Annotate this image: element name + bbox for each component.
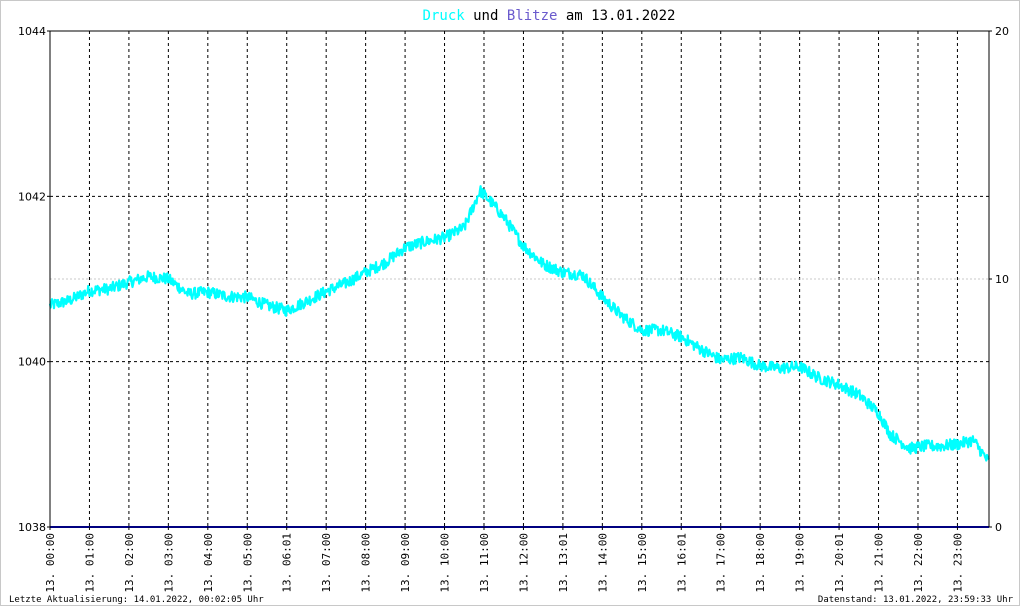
tick-labels: 1044 1042 1040 1038 20 10 0 13. 00:00 13. 01:00 1… bbox=[18, 25, 1009, 593]
x-tick-label: 13. 15:00 bbox=[636, 533, 649, 593]
x-tick-label: 13. 19:00 bbox=[794, 533, 807, 593]
x-tick-label: 13. 08:00 bbox=[360, 533, 373, 593]
y-right-tick-label: 0 bbox=[995, 521, 1002, 534]
x-tick-label: 13. 03:00 bbox=[162, 533, 175, 593]
x-tick-label: 13. 18:00 bbox=[754, 533, 767, 593]
title-mid: und bbox=[465, 8, 507, 24]
x-tick-label: 13. 02:00 bbox=[123, 533, 136, 593]
x-tick-label: 13. 13:01 bbox=[557, 533, 570, 593]
x-tick-label: 13. 20:01 bbox=[833, 533, 846, 593]
x-tick-label: 13. 11:00 bbox=[478, 533, 491, 593]
chart-title: Druck und Blitze am 13.01.2022 bbox=[423, 8, 676, 24]
axes bbox=[47, 30, 992, 530]
x-tick-label: 13. 14:00 bbox=[596, 533, 609, 593]
y-right-tick-label: 10 bbox=[995, 273, 1009, 286]
x-tick-label: 13. 07:00 bbox=[320, 533, 333, 593]
title-tail: am 13.01.2022 bbox=[557, 8, 675, 24]
grid bbox=[50, 30, 989, 527]
title-series2: Blitze bbox=[507, 8, 558, 24]
y-left-tick-label: 1038 bbox=[18, 521, 46, 534]
x-tick-label: 13. 00:00 bbox=[44, 533, 57, 593]
y-right-tick-label: 20 bbox=[995, 25, 1009, 38]
x-tick-label: 13. 04:00 bbox=[202, 533, 215, 593]
x-tick-label: 13. 16:01 bbox=[675, 533, 688, 593]
x-tick-label: 13. 01:00 bbox=[83, 533, 96, 593]
y-left-tick-label: 1044 bbox=[18, 25, 46, 38]
x-tick-label: 13. 10:00 bbox=[439, 533, 452, 593]
x-tick-label: 13. 05:00 bbox=[241, 533, 254, 593]
x-tick-label: 13. 12:00 bbox=[517, 533, 530, 593]
x-tick-label: 13. 21:00 bbox=[873, 533, 886, 593]
x-tick-label: 13. 06:01 bbox=[281, 533, 294, 593]
x-tick-label: 13. 09:00 bbox=[399, 533, 412, 593]
x-tick-label: 13. 17:00 bbox=[715, 533, 728, 593]
footer-data-status: Datenstand: 13.01.2022, 23:59:33 Uhr bbox=[818, 595, 1014, 605]
title-series1: Druck bbox=[423, 8, 466, 24]
y-left-tick-label: 1040 bbox=[18, 356, 46, 369]
x-tick-label: 13. 22:00 bbox=[912, 533, 925, 593]
series-layer bbox=[48, 185, 990, 528]
footer-last-update: Letzte Aktualisierung: 14.01.2022, 00:02… bbox=[9, 595, 264, 605]
y-left-tick-label: 1042 bbox=[18, 190, 46, 203]
x-tick-label: 13. 23:00 bbox=[951, 533, 964, 593]
series-line-druck bbox=[48, 185, 990, 462]
